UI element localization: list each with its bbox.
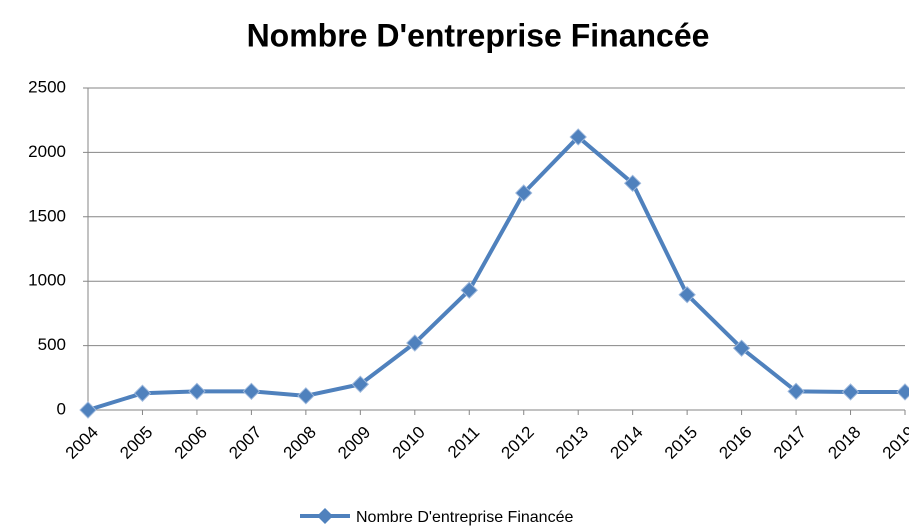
legend-marker — [317, 508, 333, 524]
marker — [188, 382, 206, 401]
y-tick-label: 2500 — [28, 77, 66, 96]
x-tick-label: 2019 — [879, 423, 909, 463]
marker — [623, 174, 642, 193]
x-tick-label: 2012 — [498, 423, 538, 463]
x-tick-label: 2018 — [824, 423, 864, 463]
y-tick-label: 2000 — [28, 142, 66, 161]
x-tick-label: 2011 — [444, 423, 483, 462]
marker — [787, 382, 805, 401]
y-tick-label: 1500 — [28, 206, 66, 225]
y-tick-label: 1000 — [28, 271, 66, 290]
x-tick-label: 2008 — [280, 423, 320, 463]
x-tick-label: 2004 — [62, 423, 102, 463]
marker — [133, 384, 152, 402]
marker — [406, 334, 424, 352]
y-tick-label: 0 — [57, 399, 66, 418]
series-line — [87, 134, 905, 412]
x-tick-label: 2013 — [552, 423, 592, 463]
legend-label: Nombre D'entreprise Financée — [356, 509, 573, 526]
x-tick-label: 2014 — [606, 423, 646, 463]
marker — [569, 128, 587, 146]
marker — [79, 401, 97, 419]
y-tick-label: 500 — [38, 335, 66, 354]
x-tick-label: 2006 — [171, 423, 211, 463]
marker — [678, 286, 696, 304]
marker — [351, 375, 370, 393]
marker — [460, 281, 478, 299]
chart-title: Nombre D'entreprise Financée — [247, 17, 710, 53]
x-tick-label: 2005 — [116, 423, 156, 463]
marker — [732, 339, 751, 357]
marker — [515, 184, 533, 202]
x-tick-label: 2009 — [334, 423, 374, 463]
x-tick-label: 2017 — [770, 423, 810, 463]
marker — [242, 382, 261, 401]
x-tick-label: 2010 — [389, 423, 429, 463]
x-tick-label: 2007 — [225, 423, 265, 463]
x-tick-label: 2015 — [661, 423, 701, 463]
marker — [896, 383, 909, 401]
marker — [297, 387, 315, 405]
x-tick-label: 2016 — [715, 423, 755, 463]
marker — [841, 383, 860, 401]
